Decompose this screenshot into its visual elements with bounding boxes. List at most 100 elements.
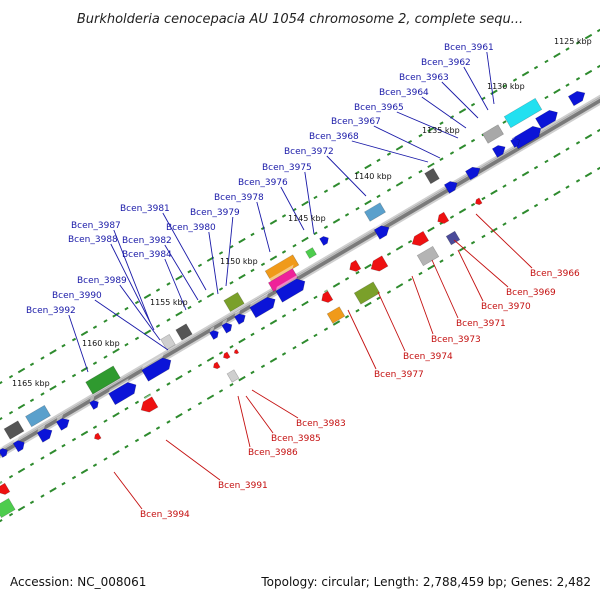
gene-label[interactable]: Bcen_3983 [296, 419, 346, 429]
gene-feature[interactable] [264, 250, 302, 282]
gene-feature[interactable] [353, 277, 383, 305]
tick-mark [323, 189, 329, 193]
gene-feature[interactable] [472, 193, 484, 206]
gene-label[interactable]: Bcen_3975 [262, 163, 312, 173]
tick-mark [206, 292, 215, 298]
gene-label[interactable]: Bcen_3979 [190, 208, 240, 218]
gene-label[interactable]: Bcen_3962 [421, 58, 471, 68]
gene-feature[interactable] [318, 232, 330, 246]
gene-feature[interactable] [0, 479, 12, 497]
gene-label[interactable]: Bcen_3977 [374, 370, 424, 380]
leader-line [441, 81, 479, 119]
gene-feature[interactable] [491, 140, 508, 158]
gene-feature[interactable] [220, 318, 234, 334]
tick-mark [197, 299, 203, 304]
gene-feature[interactable] [443, 176, 460, 194]
gene-label[interactable]: Bcen_3986 [248, 448, 298, 458]
tick-mark [103, 319, 108, 323]
gene-label[interactable]: Bcen_3972 [284, 147, 334, 157]
tick-mark [481, 96, 486, 101]
gene-feature[interactable] [159, 330, 178, 351]
gene-label[interactable]: Bcen_3990 [52, 291, 102, 301]
gene-feature[interactable] [318, 287, 336, 305]
gene-feature[interactable] [12, 436, 27, 453]
gene-label[interactable]: Bcen_3961 [444, 43, 494, 53]
gene-label[interactable]: Bcen_3984 [122, 250, 172, 260]
gene-feature[interactable] [464, 162, 483, 181]
gene-feature[interactable] [222, 288, 246, 313]
gene-feature[interactable] [509, 134, 521, 148]
gene-label[interactable]: Bcen_3974 [403, 352, 453, 362]
gene-label[interactable]: Bcen_3991 [218, 481, 268, 491]
gene-feature[interactable] [511, 121, 544, 150]
gene-label[interactable]: Bcen_3988 [68, 235, 118, 245]
tick-mark [584, 69, 593, 76]
gene-label[interactable]: Bcen_3987 [71, 221, 121, 231]
gene-feature[interactable] [24, 401, 53, 428]
gene-feature[interactable] [434, 208, 452, 226]
gene-feature[interactable] [0, 444, 9, 458]
gene-label[interactable]: Bcen_3967 [331, 117, 381, 127]
gene-label[interactable]: Bcen_3971 [456, 319, 506, 329]
gene-label[interactable]: Bcen_3980 [166, 223, 216, 233]
tick-mark [134, 336, 140, 341]
gene-label[interactable]: Bcen_3992 [26, 306, 76, 316]
gene-feature[interactable] [408, 227, 431, 249]
gene-feature[interactable] [208, 326, 220, 340]
gene-label[interactable]: Bcen_3982 [122, 236, 172, 246]
gene-label[interactable]: Bcen_3981 [120, 204, 170, 214]
gene-feature[interactable] [0, 494, 18, 519]
gene-label[interactable]: Bcen_3966 [530, 269, 580, 279]
tick-mark [218, 351, 224, 355]
gene-label[interactable]: Bcen_3963 [399, 73, 449, 83]
gene-feature[interactable] [567, 86, 588, 107]
gene-feature[interactable] [481, 120, 506, 144]
gene-feature[interactable] [174, 319, 195, 341]
gene-feature[interactable] [423, 164, 442, 185]
gene-feature[interactable] [137, 392, 161, 416]
tick-mark [490, 89, 498, 96]
gene-feature[interactable] [416, 242, 442, 267]
tick-mark [458, 108, 467, 114]
gene-feature[interactable] [248, 292, 278, 319]
gene-feature[interactable] [363, 198, 388, 222]
gene-feature[interactable] [225, 365, 241, 383]
gene-feature[interactable] [346, 256, 364, 274]
tick-mark [0, 417, 3, 421]
gene-feature[interactable] [445, 227, 463, 246]
gene-label[interactable]: Bcen_3978 [214, 193, 264, 203]
gene-feature[interactable] [304, 243, 319, 259]
gene-feature[interactable] [233, 309, 248, 325]
gene-feature[interactable] [232, 345, 242, 355]
gene-label[interactable]: Bcen_3976 [238, 178, 288, 188]
leader-line [113, 229, 151, 323]
gene-label[interactable]: Bcen_3970 [481, 302, 531, 312]
gene-label[interactable]: Bcen_3994 [140, 510, 190, 520]
gene-feature[interactable] [220, 347, 232, 360]
gene-label[interactable]: Bcen_3964 [379, 88, 429, 98]
gene-label[interactable]: Bcen_3965 [354, 103, 404, 113]
gene-feature[interactable] [367, 251, 391, 275]
gene-feature[interactable] [267, 264, 300, 292]
gene-feature[interactable] [534, 105, 561, 130]
gene-label[interactable]: Bcen_3989 [77, 276, 127, 286]
gene-feature[interactable] [84, 361, 123, 395]
gene-feature[interactable] [140, 352, 174, 382]
gene-feature[interactable] [55, 413, 72, 431]
gene-feature[interactable] [503, 94, 545, 129]
gene-label[interactable]: Bcen_3973 [431, 335, 481, 345]
gene-label[interactable]: Bcen_3969 [506, 288, 556, 298]
gene-feature[interactable] [36, 423, 55, 443]
gene-label[interactable]: Bcen_3985 [271, 434, 321, 444]
gene-feature[interactable] [274, 273, 308, 303]
gene-feature[interactable] [88, 396, 100, 410]
gene-feature[interactable] [373, 220, 392, 240]
gene-feature[interactable] [210, 357, 222, 370]
gene-feature[interactable] [107, 377, 139, 406]
gene-feature[interactable] [91, 428, 103, 441]
gene-feature[interactable] [3, 416, 27, 440]
gene-label[interactable]: Bcen_3968 [309, 132, 359, 142]
gene-feature[interactable] [326, 302, 348, 324]
tick-mark [269, 255, 278, 261]
